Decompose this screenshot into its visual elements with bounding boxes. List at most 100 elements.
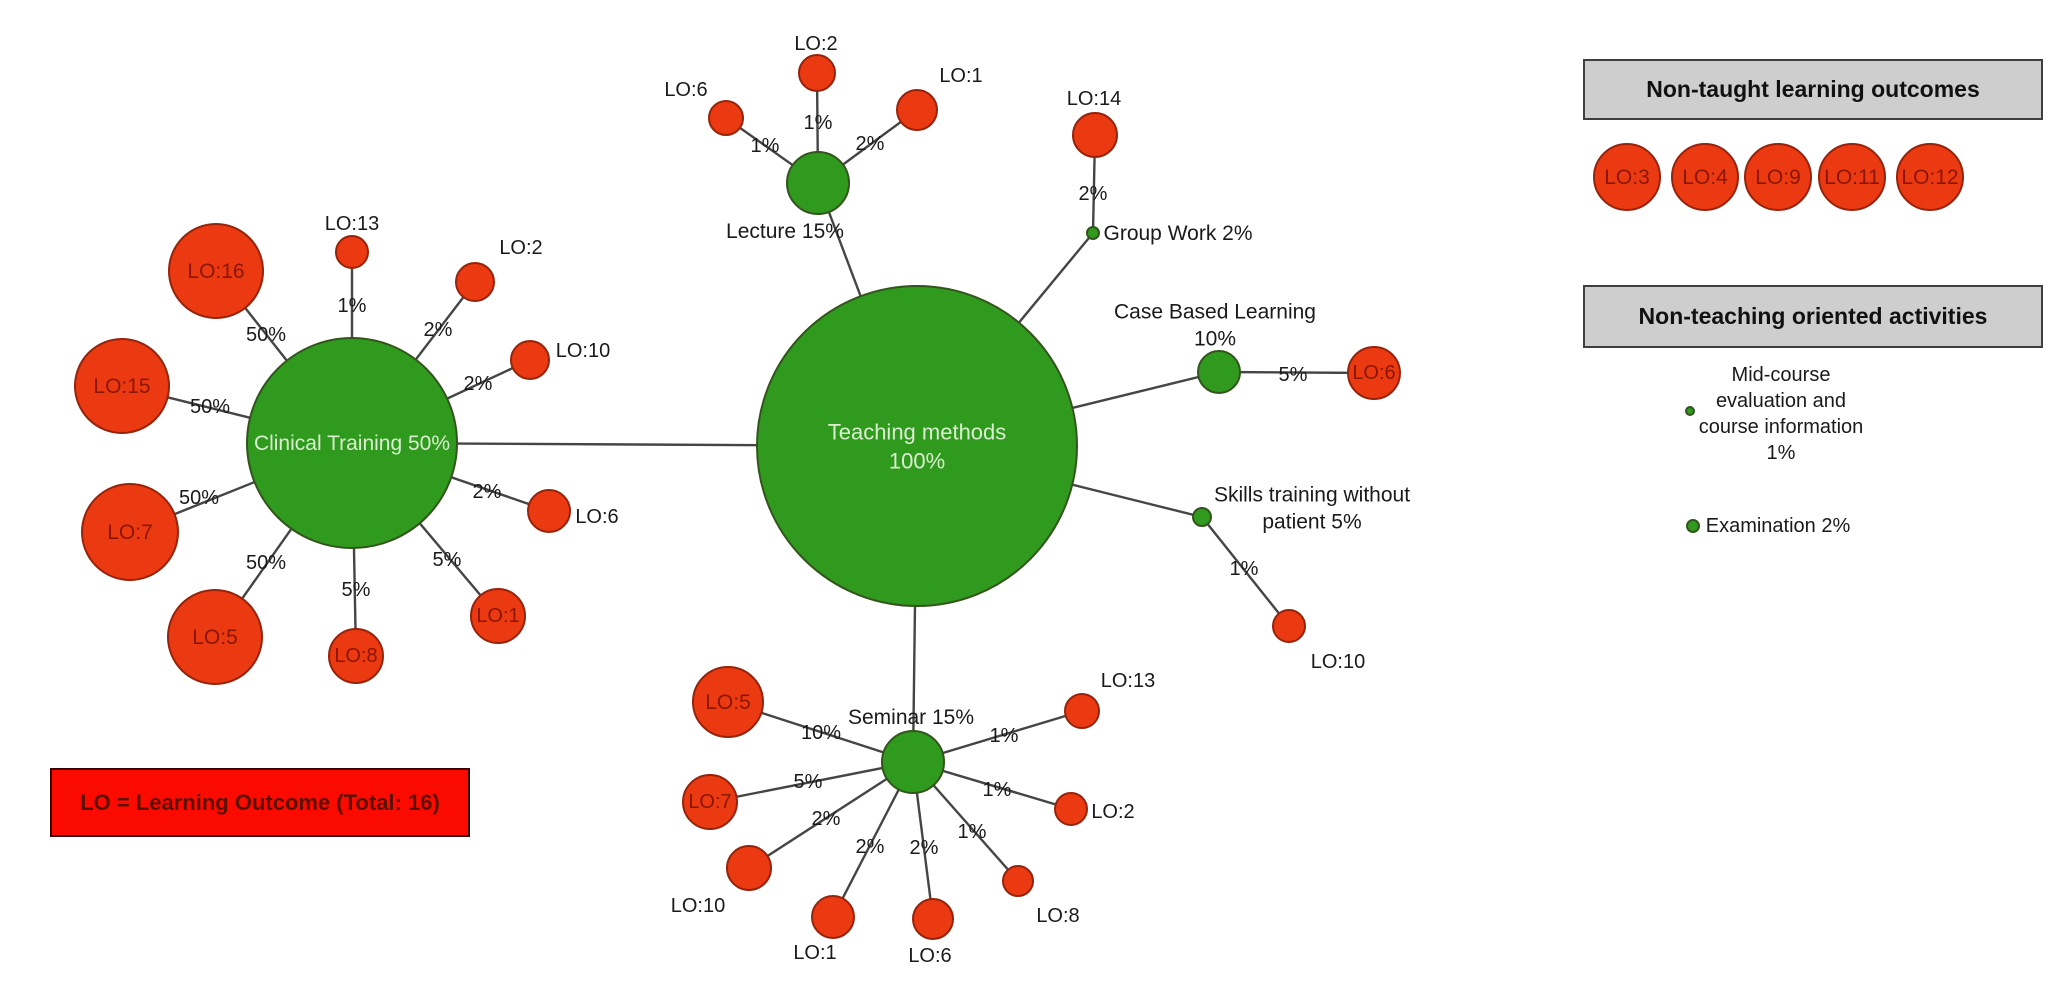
label-lo10-seminar: LO:10 bbox=[671, 895, 725, 917]
label-group-work: Group Work 2% bbox=[1104, 222, 1253, 245]
edge-label-clinical-training-lo7-clinical: 50% bbox=[179, 487, 219, 509]
label-lo1-lecture: LO:1 bbox=[939, 65, 982, 87]
label-seminar: Seminar 15% bbox=[848, 706, 974, 729]
label-lo2-lecture: LO:2 bbox=[794, 33, 837, 55]
edge-label-seminar-lo7-seminar: 5% bbox=[794, 771, 823, 793]
label-lo7-clinical: LO:7 bbox=[107, 521, 153, 544]
edge-label-clinical-training-lo15-clinical: 50% bbox=[190, 396, 230, 418]
node-skills-training bbox=[1192, 507, 1212, 527]
non-teaching-activities-header: Non-teaching oriented activities bbox=[1583, 285, 2043, 348]
label-skills-training: Skills training without patient 5% bbox=[1214, 483, 1410, 533]
node-lo4-nontaught bbox=[1671, 143, 1739, 211]
edge-label-case-based-learning-lo6-cbl: 5% bbox=[1279, 364, 1308, 386]
edge-label-lecture-lo1-lecture: 2% bbox=[856, 133, 885, 155]
label-midcourse-dot: Mid-course evaluation and course informati… bbox=[1699, 364, 1864, 464]
label-lo1-clinical: LO:1 bbox=[476, 605, 519, 627]
label-lo3-nontaught: LO:3 bbox=[1604, 166, 1650, 189]
label-lo8-clinical: LO:8 bbox=[334, 645, 377, 667]
edge-seminar-lo7-seminar bbox=[709, 760, 914, 804]
edge-label-clinical-training-lo1-clinical: 5% bbox=[433, 549, 462, 571]
edge-label-seminar-lo10-seminar: 2% bbox=[812, 808, 841, 830]
label-case-based-learning: Case Based Learning 10% bbox=[1114, 300, 1316, 350]
label-lo6-cbl: LO:6 bbox=[1352, 362, 1395, 384]
edge-label-lecture-lo6-lecture: 1% bbox=[751, 135, 780, 157]
label-lo12-nontaught: LO:12 bbox=[1901, 166, 1958, 189]
label-lo6-clinical: LO:6 bbox=[575, 506, 618, 528]
edge-label-seminar-lo8-seminar: 1% bbox=[958, 821, 987, 843]
label-lo6-lecture: LO:6 bbox=[664, 79, 707, 101]
node-lecture bbox=[786, 151, 850, 215]
node-lo13-seminar bbox=[1064, 693, 1100, 729]
edge-label-seminar-lo2-seminar: 1% bbox=[983, 779, 1012, 801]
node-lo13-clinical bbox=[335, 235, 369, 269]
edge-label-seminar-lo13-seminar: 1% bbox=[990, 725, 1019, 747]
label-lo14-groupwork: LO:14 bbox=[1067, 88, 1121, 110]
node-lo6-clinical bbox=[527, 489, 571, 533]
label-lo13-seminar: LO:13 bbox=[1101, 670, 1155, 692]
label-clinical-training: Clinical Training 50% bbox=[254, 432, 450, 455]
label-lo10-skills: LO:10 bbox=[1311, 651, 1365, 673]
node-lo10-clinical bbox=[510, 340, 550, 380]
node-teaching-methods bbox=[756, 285, 1078, 607]
node-lo1-clinical bbox=[470, 588, 526, 644]
edge-label-clinical-training-lo5-clinical: 50% bbox=[246, 552, 286, 574]
edge-label-clinical-training-lo13-clinical: 1% bbox=[338, 295, 367, 317]
label-lo1-seminar: LO:1 bbox=[793, 942, 836, 964]
node-lo2-lecture bbox=[798, 54, 836, 92]
node-lo8-clinical bbox=[328, 628, 384, 684]
node-lo12-nontaught bbox=[1896, 143, 1964, 211]
label-examination-dot: Examination 2% bbox=[1706, 515, 1851, 537]
edge-label-clinical-training-lo10-clinical: 2% bbox=[464, 373, 493, 395]
node-clinical-training bbox=[246, 337, 458, 549]
node-lo15-clinical bbox=[74, 338, 170, 434]
node-midcourse-dot bbox=[1685, 406, 1695, 416]
label-lo9-nontaught: LO:9 bbox=[1755, 166, 1801, 189]
node-lo5-clinical bbox=[167, 589, 263, 685]
legend-box: LO = Learning Outcome (Total: 16) bbox=[50, 768, 470, 837]
node-lo7-clinical bbox=[81, 483, 179, 581]
non-taught-outcomes-header: Non-taught learning outcomes bbox=[1583, 59, 2043, 120]
label-lo7-seminar: LO:7 bbox=[688, 791, 731, 813]
edge-skills-training-lo10-skills bbox=[1201, 516, 1290, 627]
node-lo3-nontaught bbox=[1593, 143, 1661, 211]
label-lo2-seminar: LO:2 bbox=[1091, 801, 1134, 823]
node-lo10-seminar bbox=[726, 845, 772, 891]
edge-label-clinical-training-lo8-clinical: 5% bbox=[342, 579, 371, 601]
label-lo5-clinical: LO:5 bbox=[192, 626, 238, 649]
node-lo14-groupwork bbox=[1072, 112, 1118, 158]
label-lo2-clinical: LO:2 bbox=[499, 237, 542, 259]
label-lecture: Lecture 15% bbox=[726, 220, 844, 243]
edge-label-seminar-lo6-seminar: 2% bbox=[910, 837, 939, 859]
node-lo11-nontaught bbox=[1818, 143, 1886, 211]
edge-label-clinical-training-lo6-clinical: 2% bbox=[473, 481, 502, 503]
label-lo13-clinical: LO:13 bbox=[325, 213, 379, 235]
node-lo9-nontaught bbox=[1744, 143, 1812, 211]
node-lo8-seminar bbox=[1002, 865, 1034, 897]
node-examination-dot bbox=[1686, 519, 1700, 533]
node-lo1-seminar bbox=[811, 895, 855, 939]
edge-label-seminar-lo5-seminar: 10% bbox=[801, 722, 841, 744]
node-case-based-learning bbox=[1197, 350, 1241, 394]
node-lo1-lecture bbox=[896, 89, 938, 131]
edge-label-seminar-lo1-seminar: 2% bbox=[856, 836, 885, 858]
node-group-work bbox=[1086, 226, 1100, 240]
node-lo5-seminar bbox=[692, 666, 764, 738]
label-lo4-nontaught: LO:4 bbox=[1682, 166, 1728, 189]
edge-seminar-lo10-seminar bbox=[748, 760, 914, 870]
node-lo6-lecture bbox=[708, 100, 744, 136]
edge-label-clinical-training-lo16-clinical: 50% bbox=[246, 324, 286, 346]
edge-label-lecture-lo2-lecture: 1% bbox=[804, 112, 833, 134]
label-lo5-seminar: LO:5 bbox=[705, 691, 751, 714]
node-lo16-clinical bbox=[168, 223, 264, 319]
label-teaching-methods: Teaching methods 100% bbox=[828, 419, 1007, 473]
label-lo16-clinical: LO:16 bbox=[187, 260, 244, 283]
non-teaching-activities-title: Non-teaching oriented activities bbox=[1638, 303, 1988, 329]
label-lo11-nontaught: LO:11 bbox=[1824, 166, 1880, 189]
edge-label-skills-training-lo10-skills: 1% bbox=[1230, 558, 1259, 580]
edge-label-clinical-training-lo2-clinical: 2% bbox=[424, 319, 453, 341]
legend-text: LO = Learning Outcome (Total: 16) bbox=[80, 789, 440, 815]
label-lo8-seminar: LO:8 bbox=[1036, 905, 1079, 927]
node-lo2-seminar bbox=[1054, 792, 1088, 826]
